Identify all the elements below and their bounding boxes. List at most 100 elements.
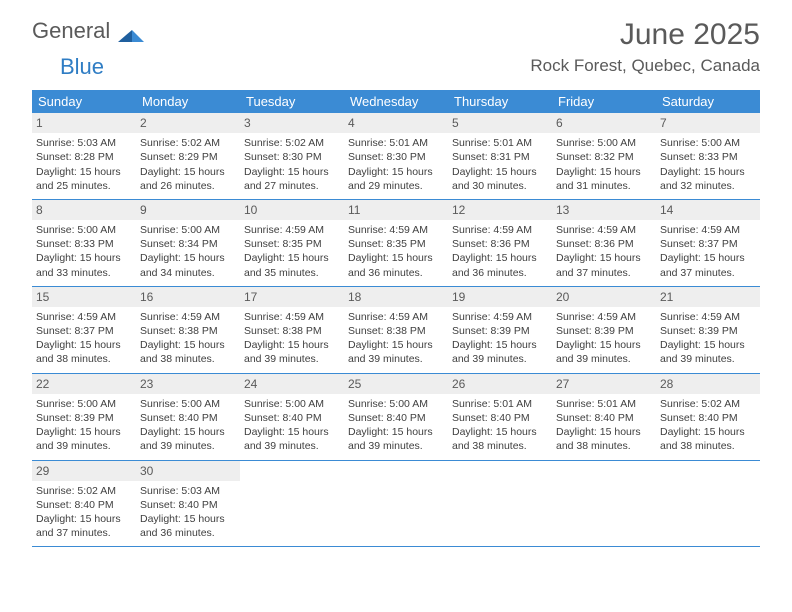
sunset-text: Sunset: 8:36 PM <box>556 237 652 251</box>
day-number: 28 <box>656 374 760 394</box>
sunrise-text: Sunrise: 4:59 AM <box>244 310 340 324</box>
weekday-label: Tuesday <box>240 90 344 113</box>
daylight-text: Daylight: 15 hours and 36 minutes. <box>348 251 444 279</box>
sunrise-text: Sunrise: 5:02 AM <box>140 136 236 150</box>
daylight-text: Daylight: 15 hours and 38 minutes. <box>556 425 652 453</box>
day-cell: 16Sunrise: 4:59 AMSunset: 8:38 PMDayligh… <box>136 287 240 373</box>
daylight-text: Daylight: 15 hours and 37 minutes. <box>556 251 652 279</box>
day-cell: 9Sunrise: 5:00 AMSunset: 8:34 PMDaylight… <box>136 200 240 286</box>
page-title: June 2025 <box>530 18 760 52</box>
sunset-text: Sunset: 8:29 PM <box>140 150 236 164</box>
sunset-text: Sunset: 8:36 PM <box>452 237 548 251</box>
day-cell <box>240 461 344 547</box>
day-number: 30 <box>136 461 240 481</box>
header: General Blue June 2025 Rock Forest, Queb… <box>0 0 792 84</box>
day-cell: 22Sunrise: 5:00 AMSunset: 8:39 PMDayligh… <box>32 374 136 460</box>
daylight-text: Daylight: 15 hours and 39 minutes. <box>36 425 132 453</box>
sunset-text: Sunset: 8:37 PM <box>660 237 756 251</box>
day-cell: 21Sunrise: 4:59 AMSunset: 8:39 PMDayligh… <box>656 287 760 373</box>
sunrise-text: Sunrise: 5:03 AM <box>140 484 236 498</box>
sunrise-text: Sunrise: 5:00 AM <box>36 397 132 411</box>
day-cell <box>344 461 448 547</box>
day-cell: 26Sunrise: 5:01 AMSunset: 8:40 PMDayligh… <box>448 374 552 460</box>
sunset-text: Sunset: 8:40 PM <box>660 411 756 425</box>
day-number: 20 <box>552 287 656 307</box>
sunrise-text: Sunrise: 5:00 AM <box>140 223 236 237</box>
daylight-text: Daylight: 15 hours and 39 minutes. <box>348 338 444 366</box>
daylight-text: Daylight: 15 hours and 39 minutes. <box>140 425 236 453</box>
day-cell: 2Sunrise: 5:02 AMSunset: 8:29 PMDaylight… <box>136 113 240 199</box>
daylight-text: Daylight: 15 hours and 36 minutes. <box>140 512 236 540</box>
sunset-text: Sunset: 8:35 PM <box>348 237 444 251</box>
daylight-text: Daylight: 15 hours and 39 minutes. <box>244 425 340 453</box>
sunrise-text: Sunrise: 5:01 AM <box>348 136 444 150</box>
week-row: 1Sunrise: 5:03 AMSunset: 8:28 PMDaylight… <box>32 113 760 200</box>
day-number: 12 <box>448 200 552 220</box>
sunrise-text: Sunrise: 4:59 AM <box>140 310 236 324</box>
day-cell: 18 Sunrise: 4:59 AMSunset: 8:38 PMDayligh… <box>344 287 448 373</box>
sunset-text: Sunset: 8:37 PM <box>36 324 132 338</box>
day-cell: 1Sunrise: 5:03 AMSunset: 8:28 PMDaylight… <box>32 113 136 199</box>
day-cell: 15Sunrise: 4:59 AMSunset: 8:37 PMDayligh… <box>32 287 136 373</box>
sunset-text: Sunset: 8:39 PM <box>36 411 132 425</box>
day-cell <box>552 461 656 547</box>
daylight-text: Daylight: 15 hours and 39 minutes. <box>348 425 444 453</box>
day-cell: 27Sunrise: 5:01 AMSunset: 8:40 PMDayligh… <box>552 374 656 460</box>
week-row: 29Sunrise: 5:02 AMSunset: 8:40 PMDayligh… <box>32 461 760 548</box>
week-row: 22Sunrise: 5:00 AMSunset: 8:39 PMDayligh… <box>32 374 760 461</box>
sunset-text: Sunset: 8:35 PM <box>244 237 340 251</box>
sunset-text: Sunset: 8:39 PM <box>452 324 548 338</box>
sunset-text: Sunset: 8:30 PM <box>348 150 444 164</box>
daylight-text: Daylight: 15 hours and 39 minutes. <box>660 338 756 366</box>
daylight-text: Daylight: 15 hours and 38 minutes. <box>660 425 756 453</box>
sunrise-text: Sunrise: 5:01 AM <box>452 136 548 150</box>
day-cell: 11Sunrise: 4:59 AMSunset: 8:35 PMDayligh… <box>344 200 448 286</box>
sunrise-text: Sunrise: 4:59 AM <box>556 310 652 324</box>
day-number: 23 <box>136 374 240 394</box>
sunrise-text: Sunrise: 4:59 AM <box>556 223 652 237</box>
daylight-text: Daylight: 15 hours and 36 minutes. <box>452 251 548 279</box>
day-cell: 10Sunrise: 4:59 AMSunset: 8:35 PMDayligh… <box>240 200 344 286</box>
sunrise-text: Sunrise: 5:02 AM <box>244 136 340 150</box>
day-cell: 13Sunrise: 4:59 AMSunset: 8:36 PMDayligh… <box>552 200 656 286</box>
day-number: 18 <box>344 287 448 307</box>
sunset-text: Sunset: 8:38 PM <box>348 324 444 338</box>
logo: General Blue <box>32 18 110 44</box>
daylight-text: Daylight: 15 hours and 38 minutes. <box>140 338 236 366</box>
day-number: 29 <box>32 461 136 481</box>
sunrise-text: Sunrise: 4:59 AM <box>244 223 340 237</box>
weekday-label: Friday <box>552 90 656 113</box>
sunrise-text: Sunrise: 4:59 AM <box>452 310 548 324</box>
sunset-text: Sunset: 8:30 PM <box>244 150 340 164</box>
daylight-text: Daylight: 15 hours and 38 minutes. <box>36 338 132 366</box>
sunset-text: Sunset: 8:33 PM <box>36 237 132 251</box>
logo-text-blue: Blue <box>60 54 104 80</box>
daylight-text: Daylight: 15 hours and 39 minutes. <box>244 338 340 366</box>
day-number: 5 <box>448 113 552 133</box>
sunrise-text: Sunrise: 4:59 AM <box>452 223 548 237</box>
daylight-text: Daylight: 15 hours and 35 minutes. <box>244 251 340 279</box>
sunrise-text: Sunrise: 5:01 AM <box>452 397 548 411</box>
sunset-text: Sunset: 8:39 PM <box>556 324 652 338</box>
sunset-text: Sunset: 8:40 PM <box>36 498 132 512</box>
sunset-text: Sunset: 8:40 PM <box>140 498 236 512</box>
day-number: 27 <box>552 374 656 394</box>
day-cell: 3Sunrise: 5:02 AMSunset: 8:30 PMDaylight… <box>240 113 344 199</box>
calendar: SundayMondayTuesdayWednesdayThursdayFrid… <box>0 84 792 547</box>
sunset-text: Sunset: 8:34 PM <box>140 237 236 251</box>
sunset-text: Sunset: 8:31 PM <box>452 150 548 164</box>
week-row: 15Sunrise: 4:59 AMSunset: 8:37 PMDayligh… <box>32 287 760 374</box>
day-cell: 5Sunrise: 5:01 AMSunset: 8:31 PMDaylight… <box>448 113 552 199</box>
logo-text-general: General <box>32 18 110 43</box>
sunrise-text: Sunrise: 4:59 AM <box>348 310 444 324</box>
title-block: June 2025 Rock Forest, Quebec, Canada <box>530 18 760 76</box>
day-cell: 12 Sunrise: 4:59 AMSunset: 8:36 PMDayligh… <box>448 200 552 286</box>
weekday-label: Monday <box>136 90 240 113</box>
day-number: 21 <box>656 287 760 307</box>
sunrise-text: Sunrise: 4:59 AM <box>36 310 132 324</box>
day-number: 9 <box>136 200 240 220</box>
weekday-header: SundayMondayTuesdayWednesdayThursdayFrid… <box>32 90 760 113</box>
day-number: 11 <box>344 200 448 220</box>
day-cell: 19Sunrise: 4:59 AMSunset: 8:39 PMDayligh… <box>448 287 552 373</box>
day-cell: 30 Sunrise: 5:03 AMSunset: 8:40 PMDayligh… <box>136 461 240 547</box>
